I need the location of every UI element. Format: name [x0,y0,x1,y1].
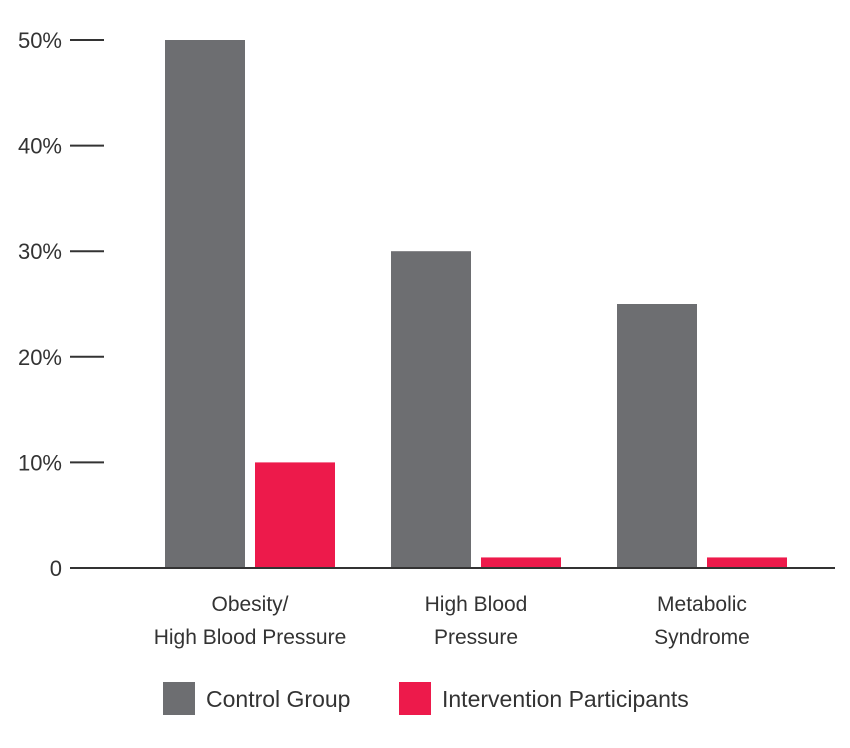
x-category-label: High Blood [425,593,528,616]
legend-swatch [399,682,431,715]
bar-control-group [165,40,245,568]
y-tick-label: 40% [18,134,62,159]
bars [165,40,787,568]
bar-intervention-participants [707,557,787,568]
legend-swatch [163,682,195,715]
y-tick-label: 30% [18,239,62,264]
legend-label: Intervention Participants [442,686,689,712]
y-tick-label: 0 [50,556,62,581]
bar-intervention-participants [255,462,335,568]
bar-intervention-participants [481,557,561,568]
bar-control-group [617,304,697,568]
legend-label: Control Group [206,686,350,712]
y-tick-label: 50% [18,28,62,53]
x-category-label: High Blood Pressure [154,626,347,649]
x-category-label: Pressure [434,626,518,649]
y-tick-label: 10% [18,450,62,475]
x-category-label: Obesity/ [211,593,288,616]
bar-control-group [391,251,471,568]
y-axis: 0 10% 20% 30% 40% 50% [18,28,104,581]
x-category-label: Syndrome [654,626,750,649]
x-category-label: Metabolic [657,593,747,616]
x-axis-labels: Obesity/High Blood Pressure High Blood Pre… [154,593,750,649]
y-tick-label: 20% [18,345,62,370]
legend: Control Group Intervention Participants [163,682,689,715]
